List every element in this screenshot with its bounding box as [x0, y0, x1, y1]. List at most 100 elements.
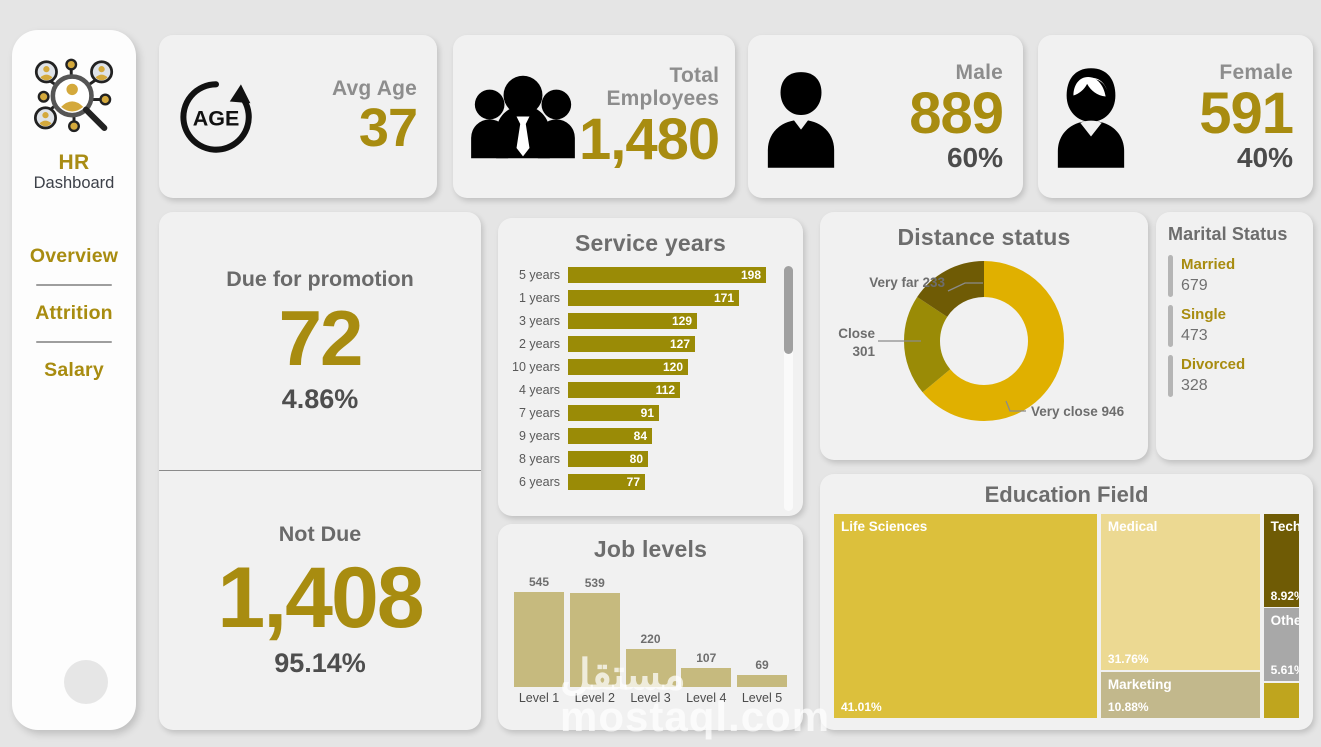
promotion-card: Due for promotion 72 4.86% Not Due 1,408…	[159, 212, 481, 730]
job-level-column[interactable]: 539	[569, 576, 620, 687]
nav-divider	[36, 341, 112, 343]
service-years-row[interactable]: 5 years 198	[506, 263, 781, 286]
not-due-section: Not Due 1,408 95.14%	[159, 471, 481, 730]
sidebar-circle-button[interactable]	[64, 660, 108, 704]
service-years-category: 4 years	[519, 382, 560, 397]
marital-status-card: Marital Status Married 679 Single 473 Divorc…	[1156, 212, 1313, 460]
svg-text:AGE: AGE	[193, 106, 240, 130]
marital-status-count: 473	[1181, 327, 1208, 345]
kpi-label: Male	[955, 60, 1003, 84]
due-value: 72	[278, 294, 364, 383]
education-treemap: Life Sciences 41.01% Medical 31.76% Marketin…	[834, 514, 1299, 718]
marital-status-item[interactable]: Married 679	[1156, 251, 1313, 301]
service-years-row[interactable]: 8 years 80	[506, 447, 781, 470]
service-years-row[interactable]: 10 years 120	[506, 355, 781, 378]
woman-avatar-icon	[1052, 62, 1130, 172]
marital-status-tick	[1168, 304, 1173, 347]
service-years-value: 120	[662, 359, 683, 374]
job-level-label: Level 5	[741, 691, 783, 705]
job-levels-chart-card: Job levels 545 539 220 107 69 Level 1 Level 2…	[498, 524, 803, 730]
kpi-value: 591	[1199, 80, 1294, 146]
kpi-value: 1,480	[579, 107, 720, 173]
job-level-column[interactable]: 220	[625, 631, 676, 687]
job-level-bar[interactable]	[625, 648, 676, 687]
service-years-bar[interactable]: 127	[568, 335, 695, 352]
marital-status-item[interactable]: Single 473	[1156, 301, 1313, 351]
job-level-bar[interactable]	[514, 592, 564, 687]
distance-status-chart-card: Distance status Very far 233 Close 301 V…	[820, 212, 1148, 460]
age-cycle-icon: AGE	[173, 74, 259, 160]
treemap-cell[interactable]: Marketing 10.88%	[1100, 671, 1260, 718]
marital-status-item[interactable]: Divorced 328	[1156, 351, 1313, 401]
donut-label-close-value: 301	[852, 344, 875, 359]
job-level-column[interactable]: 69	[737, 658, 787, 687]
job-level-column[interactable]: 107	[681, 651, 732, 687]
service-years-bar[interactable]: 91	[568, 404, 659, 421]
treemap-cell-percent: 8.92%	[1270, 588, 1299, 603]
job-level-label: Level 2	[574, 691, 615, 705]
treemap-cell-label: Technic...	[1270, 519, 1299, 534]
not-due-percent: 95.14%	[274, 647, 366, 678]
service-years-bar[interactable]: 112	[568, 381, 680, 398]
treemap-cell[interactable]: Medical 31.76%	[1100, 514, 1260, 671]
treemap-cell[interactable]	[1263, 682, 1299, 718]
service-years-bar[interactable]: 171	[568, 289, 739, 306]
job-level-value: 545	[528, 575, 550, 589]
service-years-row[interactable]: 9 years 84	[506, 424, 781, 447]
job-level-bar[interactable]	[737, 674, 787, 687]
service-years-category: 3 years	[519, 313, 560, 328]
kpi-label: Avg Age	[331, 77, 417, 101]
kpi-card-female: Female 591 40%	[1038, 35, 1313, 198]
service-years-bar[interactable]: 129	[568, 312, 697, 329]
job-level-value: 539	[584, 576, 605, 591]
kpi-card-male: Male 889 60%	[748, 35, 1023, 198]
service-years-row[interactable]: 3 years 129	[506, 309, 781, 332]
treemap-cell-label: Marketing	[1107, 676, 1172, 692]
service-years-bar[interactable]: 80	[568, 450, 648, 467]
scrollbar-thumb[interactable]	[784, 266, 793, 354]
sidebar: HR Dashboard Overview Attrition Salary	[12, 30, 136, 730]
service-years-bar[interactable]: 77	[568, 473, 645, 490]
not-due-value: 1,408	[217, 550, 424, 647]
man-avatar-icon	[762, 62, 840, 172]
treemap-cell[interactable]: Life Sciences 41.01%	[834, 514, 1098, 718]
job-level-bar[interactable]	[681, 668, 732, 687]
marital-status-count: 328	[1181, 376, 1208, 394]
education-field-card: Education Field Life Sciences 41.01% Medic…	[820, 474, 1313, 730]
treemap-cell-label: Medical	[1107, 519, 1158, 534]
kpi-card-avg-age: AGE Avg Age 37	[159, 35, 437, 198]
service-years-row[interactable]: 4 years 112	[506, 378, 781, 401]
treemap-cell-percent: 31.76%	[1107, 652, 1149, 667]
service-years-row[interactable]: 7 years 91	[506, 401, 781, 424]
job-level-value: 220	[640, 631, 661, 646]
service-years-bar[interactable]: 198	[568, 266, 766, 283]
marital-status-tick	[1168, 255, 1173, 297]
marital-status-count: 679	[1181, 277, 1208, 295]
service-years-value: 91	[640, 405, 654, 420]
sidebar-item-salary[interactable]: Salary	[44, 359, 104, 381]
marital-status-name: Married	[1181, 256, 1236, 273]
sidebar-item-attrition[interactable]: Attrition	[35, 302, 113, 324]
service-years-scrollbar[interactable]	[784, 266, 793, 511]
marital-status-title: Marital Status	[1168, 224, 1288, 244]
service-years-bar[interactable]: 120	[568, 358, 688, 375]
treemap-cell[interactable]: Technic... 8.92%	[1263, 514, 1299, 607]
marital-status-name: Divorced	[1181, 355, 1246, 373]
service-years-row[interactable]: 1 years 171	[506, 286, 781, 309]
job-level-label: Level 4	[686, 691, 727, 705]
sidebar-item-overview[interactable]: Overview	[29, 245, 119, 267]
treemap-cell[interactable]: Other 5.61%	[1263, 608, 1299, 682]
service-years-row[interactable]: 2 years 127	[506, 332, 781, 355]
service-years-bar[interactable]: 84	[568, 427, 652, 444]
job-level-bar[interactable]	[569, 593, 620, 687]
marital-status-name: Single	[1181, 305, 1227, 323]
service-years-category: 5 years	[519, 267, 560, 282]
service-years-row[interactable]: 6 years 77	[506, 470, 781, 493]
job-level-column[interactable]: 545	[514, 575, 564, 687]
not-due-title: Not Due	[278, 522, 362, 547]
service-years-value: 80	[629, 451, 643, 466]
service-years-category: 10 years	[512, 359, 560, 374]
nav-divider	[36, 284, 112, 286]
service-years-value: 198	[740, 267, 761, 282]
